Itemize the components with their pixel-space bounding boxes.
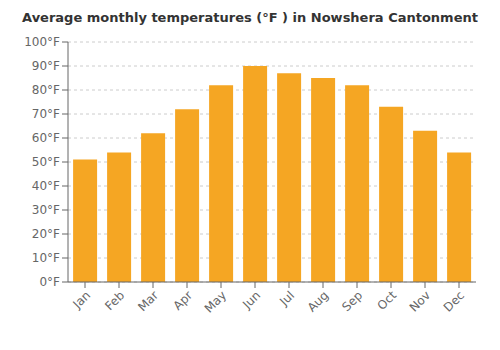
svg-text:Feb: Feb — [102, 288, 127, 313]
svg-text:40°F: 40°F — [32, 179, 60, 193]
svg-text:Sep: Sep — [339, 288, 365, 314]
svg-text:90°F: 90°F — [32, 59, 60, 73]
svg-text:Oct: Oct — [375, 288, 400, 313]
svg-text:80°F: 80°F — [32, 83, 60, 97]
svg-text:30°F: 30°F — [32, 203, 60, 217]
svg-text:Jan: Jan — [69, 288, 93, 312]
svg-text:May: May — [202, 288, 229, 315]
svg-text:70°F: 70°F — [32, 107, 60, 121]
svg-text:Dec: Dec — [441, 288, 467, 314]
svg-text:10°F: 10°F — [32, 251, 60, 265]
svg-text:Nov: Nov — [407, 288, 433, 314]
svg-text:0°F: 0°F — [39, 275, 60, 289]
svg-text:20°F: 20°F — [32, 227, 60, 241]
svg-text:50°F: 50°F — [32, 155, 60, 169]
svg-text:Aug: Aug — [305, 288, 331, 314]
svg-text:Mar: Mar — [135, 288, 161, 314]
svg-text:Jul: Jul — [276, 288, 297, 309]
html-text:Average monthly temperatures (: Average monthly temperatures (°F ) in No… — [22, 10, 478, 25]
svg-text:60°F: 60°F — [32, 131, 60, 145]
svg-text:Apr: Apr — [171, 288, 196, 313]
svg-text:100°F: 100°F — [24, 35, 60, 49]
svg-text:Jun: Jun — [239, 288, 263, 312]
